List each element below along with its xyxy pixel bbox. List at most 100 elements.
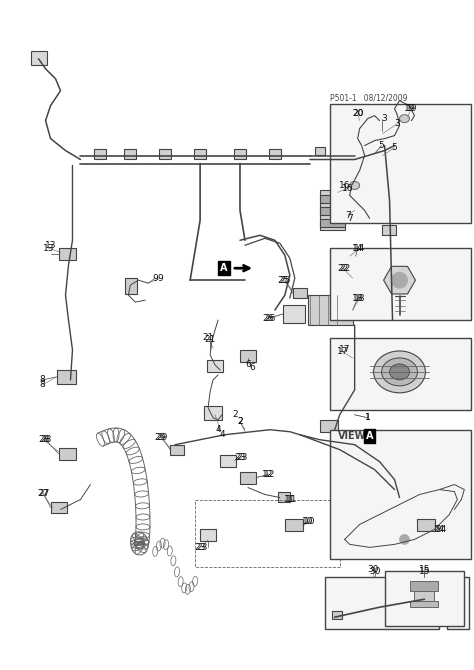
Text: P501-1   08/12/2009: P501-1 08/12/2009 — [330, 93, 407, 103]
Bar — [58, 249, 76, 260]
Bar — [320, 208, 345, 215]
Bar — [240, 472, 256, 484]
Bar — [278, 492, 290, 502]
Text: 18: 18 — [352, 293, 364, 303]
Bar — [418, 519, 436, 531]
Bar — [382, 190, 395, 200]
Bar — [320, 196, 345, 204]
Text: 4: 4 — [215, 425, 221, 434]
Text: 23: 23 — [194, 543, 206, 552]
Circle shape — [392, 272, 408, 288]
Polygon shape — [383, 267, 416, 294]
Text: 27: 27 — [38, 489, 49, 498]
Bar — [31, 51, 46, 65]
Bar — [58, 448, 76, 460]
Text: 13: 13 — [45, 241, 56, 250]
Text: 7: 7 — [345, 211, 351, 220]
Text: 23: 23 — [234, 453, 246, 462]
Text: 25: 25 — [279, 275, 291, 285]
Bar — [240, 350, 256, 362]
Text: 2: 2 — [237, 417, 243, 426]
Bar — [269, 149, 281, 159]
Bar — [447, 578, 469, 629]
Bar — [308, 295, 353, 325]
Bar — [234, 149, 246, 159]
Text: 29: 29 — [156, 433, 168, 442]
Text: 26: 26 — [262, 314, 273, 322]
Text: 22: 22 — [339, 264, 350, 273]
Bar — [337, 251, 356, 262]
Bar — [293, 288, 307, 298]
Text: 18: 18 — [354, 293, 365, 303]
Text: 5: 5 — [379, 141, 384, 150]
Text: 23: 23 — [237, 453, 248, 462]
Text: 30: 30 — [367, 565, 378, 574]
Bar — [207, 360, 223, 372]
Bar — [194, 149, 206, 159]
Bar — [374, 131, 389, 147]
Text: 20: 20 — [352, 109, 364, 118]
Bar — [356, 141, 366, 149]
Text: 21: 21 — [202, 334, 214, 342]
Ellipse shape — [390, 364, 410, 380]
Text: 2: 2 — [237, 417, 243, 426]
Text: 10: 10 — [304, 517, 316, 526]
Text: 6: 6 — [249, 363, 255, 373]
Text: 19: 19 — [406, 104, 417, 113]
Text: 2: 2 — [232, 410, 238, 419]
Text: 14: 14 — [354, 244, 365, 253]
Bar — [414, 591, 434, 605]
Text: 9: 9 — [152, 273, 158, 283]
Text: 24: 24 — [436, 525, 447, 534]
Bar — [392, 490, 409, 502]
Bar — [94, 149, 106, 159]
Text: 9: 9 — [157, 273, 163, 283]
Text: 1: 1 — [365, 413, 371, 422]
Text: 15: 15 — [419, 565, 430, 574]
Text: 7: 7 — [347, 214, 353, 223]
Bar — [410, 601, 438, 607]
Text: 11: 11 — [286, 495, 298, 504]
Text: A: A — [366, 431, 374, 441]
Bar — [195, 500, 340, 567]
Bar — [320, 219, 345, 227]
Circle shape — [400, 535, 410, 545]
Bar — [200, 529, 216, 541]
Bar — [335, 145, 345, 153]
Bar — [220, 455, 236, 466]
Bar — [370, 153, 382, 163]
Bar — [384, 572, 465, 626]
Bar — [320, 419, 337, 431]
Text: 20: 20 — [352, 109, 364, 118]
Bar — [283, 305, 305, 323]
Bar — [51, 502, 66, 513]
Bar — [330, 338, 471, 410]
Bar — [320, 190, 345, 230]
Text: 16: 16 — [342, 184, 354, 193]
Text: 23: 23 — [196, 543, 208, 552]
Bar — [125, 278, 137, 294]
Text: A: A — [220, 263, 228, 273]
Bar — [124, 149, 137, 159]
Bar — [410, 582, 438, 591]
Bar — [330, 429, 471, 559]
Text: 22: 22 — [337, 264, 348, 273]
Text: 6: 6 — [245, 360, 251, 369]
Text: 21: 21 — [204, 336, 216, 344]
Bar — [204, 406, 222, 419]
Bar — [382, 255, 395, 265]
Text: 29: 29 — [155, 433, 166, 442]
Text: 26: 26 — [264, 314, 275, 322]
Bar — [332, 611, 342, 619]
Bar — [382, 165, 395, 176]
Bar — [159, 149, 171, 159]
Text: 17: 17 — [337, 348, 348, 356]
Text: 11: 11 — [284, 495, 296, 504]
Text: 28: 28 — [40, 436, 51, 444]
Bar — [325, 578, 439, 629]
Ellipse shape — [382, 358, 418, 386]
Text: 5: 5 — [392, 143, 397, 152]
Text: 15: 15 — [419, 567, 430, 576]
Text: 3: 3 — [382, 114, 387, 123]
Bar — [330, 249, 471, 320]
